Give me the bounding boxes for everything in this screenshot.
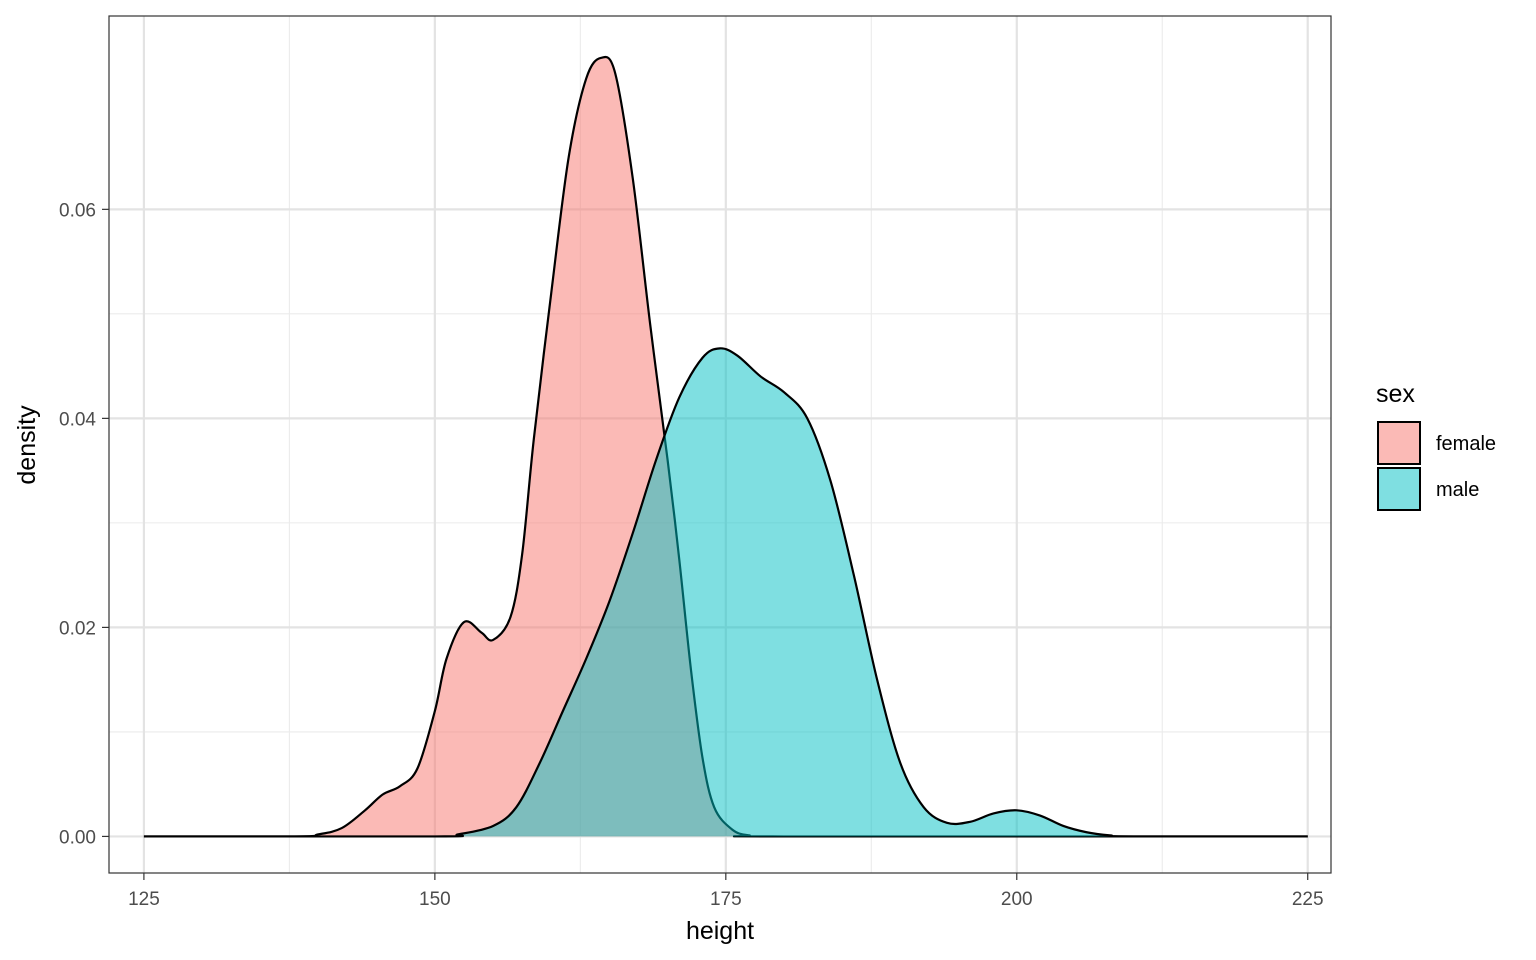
density-line-male — [143, 347, 1308, 838]
density-area-male — [143, 348, 1308, 837]
y-tick-label: 0.00 — [59, 827, 96, 848]
x-tick-label: 175 — [710, 889, 742, 910]
legend-label-male: male — [1436, 479, 1479, 501]
x-tick-label: 150 — [419, 889, 451, 910]
x-tick-label: 225 — [1292, 889, 1324, 910]
legend-key-male — [1377, 467, 1421, 511]
legend: sex female male — [1376, 380, 1496, 511]
y-tick-label: 0.04 — [59, 409, 96, 430]
x-tick-label: 125 — [128, 889, 160, 910]
legend-title: sex — [1376, 380, 1415, 408]
legend-key-female — [1377, 421, 1421, 465]
y-tick-label: 0.06 — [59, 200, 96, 221]
plot-panel-border — [108, 15, 1332, 874]
y-tick-label: 0.02 — [59, 618, 96, 639]
x-axis-title: height — [686, 917, 754, 945]
density-areas — [143, 55, 1308, 838]
y-axis-title: density — [13, 405, 41, 485]
legend-label-female: female — [1436, 433, 1496, 455]
x-axis: 125 150 175 200 225 — [128, 873, 1324, 910]
y-axis: 0.00 0.02 0.04 0.06 — [59, 200, 109, 848]
x-tick-label: 200 — [1001, 889, 1033, 910]
